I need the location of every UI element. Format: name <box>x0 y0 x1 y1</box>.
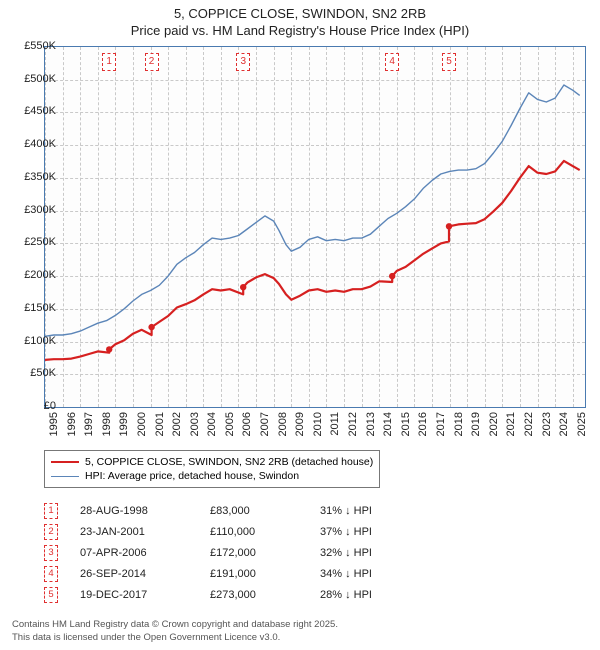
x-axis-label: 2020 <box>488 412 500 436</box>
sale-marker-small: 4 <box>44 566 58 582</box>
x-axis-label: 2003 <box>189 412 201 436</box>
x-axis-label: 2015 <box>400 412 412 436</box>
x-axis-label: 1995 <box>48 412 60 436</box>
sale-marker: 4 <box>385 53 399 71</box>
legend-label-hpi: HPI: Average price, detached house, Swin… <box>85 470 299 482</box>
sale-price: £172,000 <box>210 547 320 559</box>
x-axis-label: 2010 <box>312 412 324 436</box>
legend-row-price-paid: 5, COPPICE CLOSE, SWINDON, SN2 2RB (deta… <box>51 455 373 469</box>
title-line2: Price paid vs. HM Land Registry's House … <box>0 23 600 40</box>
x-axis-label: 2023 <box>541 412 553 436</box>
x-axis-label: 2009 <box>294 412 306 436</box>
chart-title: 5, COPPICE CLOSE, SWINDON, SN2 2RB Price… <box>0 0 600 40</box>
sales-table: 1 28-AUG-1998£83,00031% ↓ HPI 2 23-JAN-2001… <box>44 500 420 605</box>
sales-row: 5 19-DEC-2017£273,00028% ↓ HPI <box>44 584 420 605</box>
x-axis-label: 2024 <box>558 412 570 436</box>
sale-marker-small: 3 <box>44 545 58 561</box>
sale-price: £83,000 <box>210 505 320 517</box>
x-axis-label: 2007 <box>259 412 271 436</box>
sale-diff: 34% ↓ HPI <box>320 568 420 580</box>
sale-date: 19-DEC-2017 <box>80 589 210 601</box>
x-axis-label: 2005 <box>224 412 236 436</box>
x-axis-label: 2022 <box>523 412 535 436</box>
y-axis-label: £550K <box>12 40 56 52</box>
sales-row: 1 28-AUG-1998£83,00031% ↓ HPI <box>44 500 420 521</box>
sale-marker-small: 5 <box>44 587 58 603</box>
legend: 5, COPPICE CLOSE, SWINDON, SN2 2RB (deta… <box>44 450 380 488</box>
footer-attribution: Contains HM Land Registry data © Crown c… <box>12 619 338 644</box>
y-axis-label: £200K <box>12 269 56 281</box>
y-axis-label: £350K <box>12 171 56 183</box>
y-axis-label: £300K <box>12 204 56 216</box>
sale-marker: 2 <box>145 53 159 71</box>
x-axis-label: 1997 <box>83 412 95 436</box>
title-line1: 5, COPPICE CLOSE, SWINDON, SN2 2RB <box>0 6 600 23</box>
x-axis-label: 2018 <box>453 412 465 436</box>
y-axis-label: £250K <box>12 236 56 248</box>
y-axis-label: £0 <box>12 400 56 412</box>
y-axis-label: £100K <box>12 335 56 347</box>
x-axis-label: 2013 <box>365 412 377 436</box>
sale-date: 26-SEP-2014 <box>80 568 210 580</box>
x-axis-label: 2006 <box>241 412 253 436</box>
x-axis-label: 1996 <box>66 412 78 436</box>
sales-row: 2 23-JAN-2001£110,00037% ↓ HPI <box>44 521 420 542</box>
x-axis-label: 2004 <box>206 412 218 436</box>
x-axis-label: 2012 <box>347 412 359 436</box>
legend-label-price-paid: 5, COPPICE CLOSE, SWINDON, SN2 2RB (deta… <box>85 456 373 468</box>
legend-swatch-price-paid <box>51 461 79 463</box>
x-axis-label: 2025 <box>576 412 588 436</box>
sales-row: 3 07-APR-2006£172,00032% ↓ HPI <box>44 542 420 563</box>
footer-line2: This data is licensed under the Open Gov… <box>12 632 338 644</box>
x-axis-label: 2001 <box>154 412 166 436</box>
x-axis-label: 2016 <box>417 412 429 436</box>
x-axis-label: 2021 <box>505 412 517 436</box>
sale-diff: 31% ↓ HPI <box>320 505 420 517</box>
legend-swatch-hpi <box>51 476 79 477</box>
y-axis-label: £500K <box>12 73 56 85</box>
sales-row: 4 26-SEP-2014£191,00034% ↓ HPI <box>44 563 420 584</box>
chart-lines <box>45 47 585 407</box>
sale-marker: 1 <box>102 53 116 71</box>
x-axis-label: 1999 <box>118 412 130 436</box>
x-axis-label: 2014 <box>382 412 394 436</box>
legend-row-hpi: HPI: Average price, detached house, Swin… <box>51 469 373 483</box>
y-axis-label: £150K <box>12 302 56 314</box>
footer-line1: Contains HM Land Registry data © Crown c… <box>12 619 338 631</box>
sale-date: 23-JAN-2001 <box>80 526 210 538</box>
chart-plot-area: 1 2 3 4 5 <box>44 46 586 408</box>
sale-price: £110,000 <box>210 526 320 538</box>
x-axis-label: 2017 <box>435 412 447 436</box>
sale-marker: 3 <box>236 53 250 71</box>
x-axis-label: 1998 <box>101 412 113 436</box>
sale-diff: 32% ↓ HPI <box>320 547 420 559</box>
sale-diff: 37% ↓ HPI <box>320 526 420 538</box>
sale-marker-small: 1 <box>44 503 58 519</box>
x-axis-label: 2000 <box>136 412 148 436</box>
y-axis-label: £50K <box>12 367 56 379</box>
sale-date: 28-AUG-1998 <box>80 505 210 517</box>
x-axis-label: 2011 <box>329 412 341 436</box>
x-axis-label: 2019 <box>470 412 482 436</box>
sale-price: £273,000 <box>210 589 320 601</box>
sale-diff: 28% ↓ HPI <box>320 589 420 601</box>
y-axis-label: £450K <box>12 105 56 117</box>
sale-price: £191,000 <box>210 568 320 580</box>
y-axis-label: £400K <box>12 138 56 150</box>
sale-marker: 5 <box>442 53 456 71</box>
x-axis-label: 2002 <box>171 412 183 436</box>
x-axis-label: 2008 <box>277 412 289 436</box>
sale-date: 07-APR-2006 <box>80 547 210 559</box>
sale-marker-small: 2 <box>44 524 58 540</box>
